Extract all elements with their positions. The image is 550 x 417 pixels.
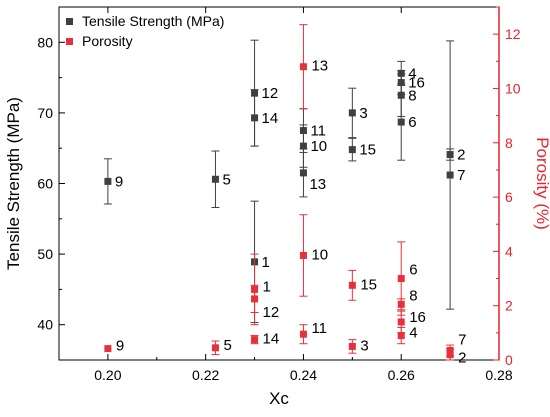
y-axis-right: 0 2 4 6 8 10 12 [493, 6, 521, 368]
y-left-tick-label: 70 [37, 105, 53, 121]
data-point [446, 351, 454, 359]
data-point [446, 171, 454, 179]
data-point [348, 146, 356, 154]
data-point [251, 336, 259, 344]
data-label: 7 [457, 167, 465, 184]
data-point [348, 109, 356, 117]
data-point [348, 342, 356, 350]
data-label: 9 [116, 338, 124, 355]
data-point [251, 295, 259, 303]
y-axis-left: 40 50 60 70 80 [37, 6, 65, 361]
data-label: 2 [458, 350, 466, 367]
x-tick-label: 0.26 [388, 367, 415, 383]
data-label: 3 [359, 105, 367, 122]
data-point [299, 251, 307, 259]
y-right-tick-label: 8 [505, 135, 513, 151]
data-point [299, 330, 307, 338]
y-right-tick-label: 0 [505, 352, 513, 368]
y-right-tick-label: 2 [505, 298, 513, 314]
data-label: 12 [263, 304, 280, 321]
data-point [299, 169, 307, 177]
y-axis-title-right: Porosity (%) [533, 137, 550, 230]
data-point [397, 118, 405, 126]
data-label: 6 [408, 114, 416, 131]
data-point [348, 281, 356, 289]
data-point [299, 63, 307, 71]
legend-entry: Porosity [82, 33, 133, 49]
data-label: 14 [263, 331, 280, 348]
data-label: 7 [458, 331, 466, 348]
x-tick-label: 0.22 [192, 367, 219, 383]
data-label: 10 [310, 138, 327, 155]
data-label: 6 [409, 262, 417, 279]
data-label: 5 [222, 171, 230, 188]
y-left-tick-label: 80 [37, 34, 53, 50]
y-left-tick-label: 50 [37, 246, 53, 262]
data-label: 13 [311, 58, 328, 75]
data-point [397, 332, 405, 340]
data-label: 1 [263, 278, 271, 295]
data-label: 12 [262, 85, 279, 102]
legend: Tensile Strength (MPa) Porosity [66, 13, 224, 49]
y-axis-title-left: Tensile Strength (MPa) [4, 97, 23, 270]
y-right-tick-label: 6 [505, 189, 513, 205]
x-axis: 0.20 0.22 0.24 0.26 0.28 [58, 7, 513, 383]
y-left-tick-label: 60 [37, 176, 53, 192]
y-right-tick-label: 10 [505, 80, 521, 96]
data-label: 8 [409, 287, 417, 304]
data-label: 5 [223, 337, 231, 354]
data-point [397, 318, 405, 326]
legend-marker [66, 38, 73, 45]
data-point [397, 300, 405, 308]
data-label: 2 [457, 147, 465, 164]
data-label: 11 [310, 123, 326, 140]
data-label: 16 [409, 309, 426, 326]
data-label: 13 [309, 176, 326, 193]
legend-entry: Tensile Strength (MPa) [82, 13, 224, 29]
data-label: 4 [408, 65, 416, 82]
data-label: 14 [262, 110, 279, 127]
data-label: 10 [311, 246, 328, 263]
data-point [211, 175, 219, 183]
data-point [397, 275, 405, 283]
x-tick-label: 0.24 [290, 367, 317, 383]
data-label: 3 [360, 337, 368, 354]
data-label: 15 [359, 142, 376, 159]
data-label: 8 [408, 87, 416, 104]
data-point [211, 344, 219, 352]
x-tick-label: 0.20 [94, 367, 121, 383]
data-label: 11 [311, 320, 327, 337]
data-point [299, 142, 307, 150]
y-right-tick-label: 12 [505, 26, 521, 42]
data-label: 1 [262, 254, 270, 271]
y-right-tick-label: 4 [505, 243, 513, 259]
x-tick-label: 0.28 [485, 367, 512, 383]
data-label: 15 [360, 276, 377, 293]
data-point [251, 114, 259, 122]
data-point [104, 177, 112, 185]
data-label: 9 [115, 173, 123, 190]
y-left-tick-label: 40 [37, 317, 53, 333]
data-label: 16 [408, 75, 425, 92]
data-point [104, 345, 112, 353]
x-axis-title: Xc [269, 389, 289, 408]
data-label: 4 [409, 325, 417, 342]
legend-marker [66, 18, 73, 25]
